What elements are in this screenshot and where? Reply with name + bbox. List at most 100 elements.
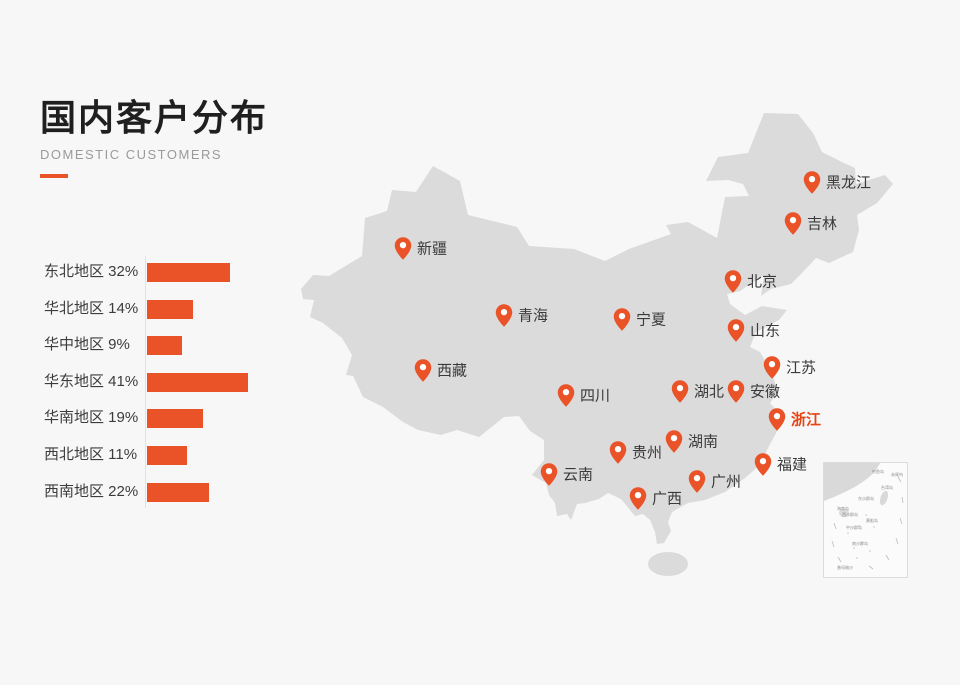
chart-label: 华中地区 9% [44, 336, 130, 353]
chart-label: 西北地区 11% [44, 446, 138, 463]
location-pin-icon [613, 308, 631, 331]
inset-island-label: 黄岩岛 [866, 518, 878, 523]
pin-label: 安徽 [750, 383, 781, 401]
chart-bar [147, 409, 203, 428]
chart-axis-line [145, 256, 146, 508]
chart-row: 西南地区 22% [44, 482, 274, 502]
pin-label: 广西 [652, 490, 683, 508]
chart-row: 华南地区 19% [44, 408, 274, 428]
pin-label: 黑龙江 [826, 174, 872, 192]
pin-label: 山东 [750, 322, 781, 340]
location-pin-icon [495, 304, 513, 327]
map-pin-山东: 山东 [727, 319, 780, 342]
location-pin-icon [768, 408, 786, 431]
chart-bar [147, 483, 209, 502]
inset-island-label: 台湾岛 [881, 485, 893, 490]
inset-mainland-corner [824, 463, 880, 501]
location-pin-icon [803, 171, 821, 194]
map-pin-广西: 广西 [629, 487, 682, 510]
region-bar-chart: 东北地区 32% 华北地区 14% 华中地区 9% 华东地区 41% 华南地区 19% 西… [44, 262, 274, 522]
map-pin-西藏: 西藏 [414, 359, 467, 382]
pin-label: 浙江 [791, 411, 822, 429]
pin-label: 吉林 [807, 215, 838, 233]
inset-island-label: 钓鱼岛 [872, 469, 884, 474]
hainan-island-shape [648, 552, 688, 576]
map-pin-福建: 福建 [754, 453, 807, 476]
chart-label: 东北地区 32% [44, 263, 139, 280]
china-mainland-shape [301, 113, 893, 544]
map-pin-云南: 云南 [540, 463, 593, 486]
map-pin-浙江: 浙江 [768, 408, 821, 431]
location-pin-icon [784, 212, 802, 235]
header: 国内客户分布 DOMESTIC CUSTOMERS [40, 96, 269, 179]
inset-dash-line [831, 476, 904, 570]
chart-row: 西北地区 11% [44, 445, 274, 465]
pin-label: 西藏 [437, 362, 468, 380]
south-china-sea-inset: 钓鱼岛 赤尾屿 台湾岛 东沙群岛 海南岛 西沙群岛 黄岩岛 中沙群岛 南沙群岛 曾母暗沙 [823, 462, 908, 578]
pin-label: 福建 [777, 456, 808, 474]
chart-bar [147, 446, 187, 465]
pin-label: 湖北 [694, 383, 725, 401]
location-pin-icon [727, 380, 745, 403]
chart-label: 华东地区 41% [44, 373, 139, 390]
location-pin-icon [414, 359, 432, 382]
inset-map-graphic [824, 463, 904, 570]
chart-bar [147, 263, 230, 282]
location-pin-icon [727, 319, 745, 342]
pin-label: 贵州 [632, 444, 663, 462]
inset-island-label: 东沙群岛 [858, 496, 874, 501]
chart-bar [147, 300, 193, 319]
location-pin-icon [724, 270, 742, 293]
location-pin-icon [665, 430, 683, 453]
map-pin-贵州: 贵州 [609, 441, 662, 464]
location-pin-icon [671, 380, 689, 403]
map-pin-安徽: 安徽 [727, 380, 780, 403]
inset-island-label: 曾母暗沙 [837, 565, 853, 570]
chart-bar [147, 336, 182, 355]
map-pin-江苏: 江苏 [763, 356, 816, 379]
location-pin-icon [754, 453, 772, 476]
inset-island-dots [847, 514, 875, 559]
inset-island-label: 中沙群岛 [846, 525, 862, 530]
location-pin-icon [629, 487, 647, 510]
page-subtitle: DOMESTIC CUSTOMERS [40, 147, 223, 163]
pin-label: 四川 [580, 387, 611, 405]
inset-island-label: 南沙群岛 [852, 541, 868, 546]
pin-label: 云南 [563, 466, 594, 484]
location-pin-icon [557, 384, 575, 407]
inset-taiwan-island [879, 490, 889, 506]
location-pin-icon [394, 237, 412, 260]
chart-label: 西南地区 22% [44, 483, 139, 500]
inset-island-label: 赤尾屿 [891, 472, 903, 477]
chart-row: 东北地区 32% [44, 262, 274, 282]
pin-label: 青海 [518, 307, 549, 325]
chart-label: 华北地区 14% [44, 300, 139, 317]
location-pin-icon [609, 441, 627, 464]
chart-row: 华东地区 41% [44, 372, 274, 392]
map-pin-广州: 广州 [688, 470, 741, 493]
map-pin-湖北: 湖北 [671, 380, 724, 403]
inset-hainan-island [839, 509, 849, 517]
inset-island-label: 西沙群岛 [842, 512, 858, 517]
pin-label: 宁夏 [636, 311, 667, 329]
map-pin-新疆: 新疆 [394, 237, 447, 260]
page-title: 国内客户分布 [40, 97, 269, 138]
chart-label: 华南地区 19% [44, 409, 139, 426]
pin-label: 新疆 [417, 240, 448, 258]
pin-label: 北京 [747, 273, 778, 291]
map-pin-黑龙江: 黑龙江 [803, 171, 871, 194]
pin-label: 湖南 [688, 433, 719, 451]
location-pin-icon [540, 463, 558, 486]
chart-row: 华中地区 9% [44, 335, 274, 355]
map-pin-吉林: 吉林 [784, 212, 837, 235]
map-pin-宁夏: 宁夏 [613, 308, 666, 331]
pin-label: 广州 [711, 473, 742, 491]
map-pin-四川: 四川 [557, 384, 610, 407]
accent-rule [40, 174, 68, 179]
chart-bar [147, 373, 248, 392]
map-pin-湖南: 湖南 [665, 430, 718, 453]
map-pin-北京: 北京 [724, 270, 777, 293]
pin-label: 江苏 [786, 359, 817, 377]
